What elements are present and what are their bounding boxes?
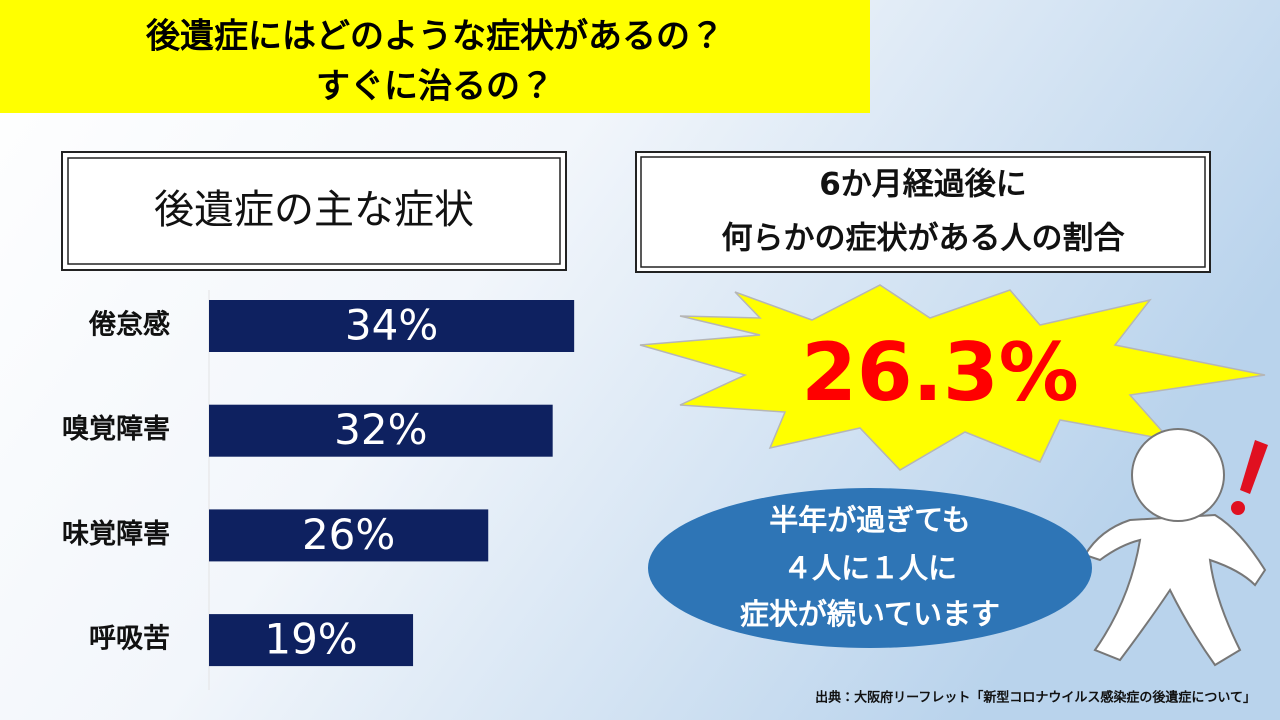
bar <box>209 404 553 457</box>
message-text: 症状が続いています <box>740 597 1000 631</box>
chart-title-box <box>61 151 567 271</box>
bar <box>209 300 575 352</box>
starburst <box>639 284 1266 471</box>
source-note: 出典：大阪府リーフレット「新型コロナウイルス感染症の後遺症について」 <box>815 690 1256 706</box>
bar <box>209 614 414 667</box>
stat-heading-box-inner <box>640 156 1206 268</box>
header-band <box>0 0 870 113</box>
category-label: 味覚障害 <box>62 519 170 550</box>
value-label: 34% <box>345 301 438 350</box>
stat-value: 26.3% <box>801 326 1079 419</box>
chart-title: 後遺症の主な症状 <box>154 187 474 233</box>
message-text: 半年が過ぎても <box>769 503 971 537</box>
stat-heading: 6か月経過後に <box>819 167 1027 203</box>
header-title: 後遺症にはどのような症状があるの？ <box>145 17 724 57</box>
chart-title-box-inner <box>67 157 561 265</box>
value-label: 32% <box>334 405 427 454</box>
category-label: 嗅覚障害 <box>62 414 170 445</box>
header-title: すぐに治るの？ <box>316 67 554 107</box>
message-bubble <box>648 488 1092 648</box>
message-text: ４人に１人に <box>783 551 957 585</box>
category-label: 倦怠感 <box>88 309 170 341</box>
person-illustration <box>1083 428 1268 667</box>
stat-heading-box <box>635 151 1211 273</box>
category-label: 呼吸苦 <box>89 624 170 655</box>
bar <box>209 509 489 562</box>
stat-heading: 何らかの症状がある人の割合 <box>722 221 1126 257</box>
value-label: 19% <box>264 615 357 664</box>
value-label: 26% <box>302 510 395 559</box>
bar-chart: 倦怠感 34% 嗅覚障害 32% 味覚障害 26% 呼吸苦 19% <box>62 300 575 667</box>
